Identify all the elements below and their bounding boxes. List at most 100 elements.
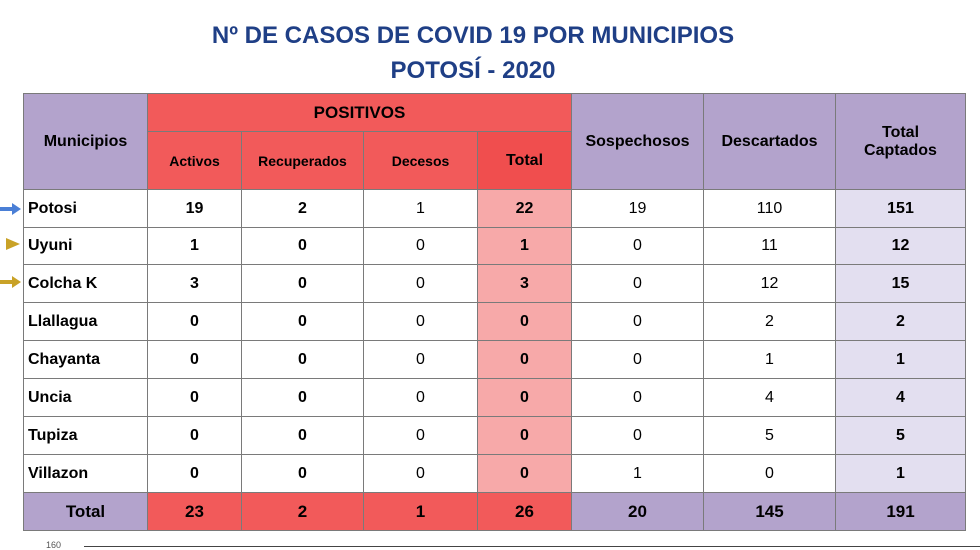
cell-sospechosos: 19 <box>571 189 704 228</box>
arrow-right-icon <box>0 275 21 289</box>
cell-municipio: Colcha K <box>23 264 148 303</box>
cell-municipio: Chayanta <box>23 340 148 379</box>
triangle-right-icon <box>2 237 22 251</box>
cell-municipio: Llallagua <box>23 302 148 341</box>
cell-recuperados: 0 <box>241 302 364 341</box>
cell-captados: 2 <box>835 302 966 341</box>
cell-descartados: 110 <box>703 189 836 228</box>
chart-fragment: 160 <box>0 538 980 550</box>
cell-captados: 151 <box>835 189 966 228</box>
cell-descartados: 11 <box>703 227 836 265</box>
cell-decesos: 1 <box>363 189 478 228</box>
page-subtitle: POTOSÍ - 2020 <box>390 57 556 84</box>
table-row: Chayanta 0 0 0 0 0 1 1 <box>23 340 966 379</box>
cell-total: 0 <box>477 454 572 493</box>
table-row: Uncia 0 0 0 0 0 4 4 <box>23 378 966 417</box>
totals-row: Total 23 2 1 26 20 145 191 <box>23 492 966 531</box>
totals-decesos: 1 <box>363 492 478 531</box>
table-body: Potosi 19 2 1 22 19 110 151 Uyuni 1 0 0 … <box>23 189 966 531</box>
totals-descartados: 145 <box>703 492 836 531</box>
cell-descartados: 0 <box>703 454 836 493</box>
cell-sospechosos: 0 <box>571 340 704 379</box>
cell-descartados: 5 <box>703 416 836 455</box>
cell-decesos: 0 <box>363 340 478 379</box>
header-activos: Activos <box>147 131 242 190</box>
table-row: Llallagua 0 0 0 0 0 2 2 <box>23 302 966 341</box>
totals-label: Total <box>23 492 148 531</box>
cell-descartados: 12 <box>703 264 836 303</box>
cell-captados: 4 <box>835 378 966 417</box>
cell-activos: 19 <box>147 189 242 228</box>
table-row: Villazon 0 0 0 0 1 0 1 <box>23 454 966 493</box>
header-total-captados: Total Captados <box>835 93 966 190</box>
table-row: Potosi 19 2 1 22 19 110 151 <box>23 189 966 228</box>
cell-captados: 5 <box>835 416 966 455</box>
cell-activos: 3 <box>147 264 242 303</box>
cell-sospechosos: 0 <box>571 416 704 455</box>
totals-activos: 23 <box>147 492 242 531</box>
header-total: Total <box>477 131 572 190</box>
cell-decesos: 0 <box>363 416 478 455</box>
cell-decesos: 0 <box>363 264 478 303</box>
cell-municipio: Uyuni <box>23 227 148 265</box>
cell-municipio: Tupiza <box>23 416 148 455</box>
cell-municipio: Potosi <box>23 189 148 228</box>
cell-decesos: 0 <box>363 454 478 493</box>
cell-sospechosos: 0 <box>571 264 704 303</box>
header-positivos: POSITIVOS <box>147 93 572 132</box>
cell-recuperados: 0 <box>241 378 364 417</box>
table-row: Uyuni 1 0 0 1 0 11 12 <box>23 227 966 265</box>
page-title: Nº DE CASOS DE COVID 19 POR MUNICIPIOS <box>211 22 735 49</box>
cell-total: 3 <box>477 264 572 303</box>
cell-captados: 12 <box>835 227 966 265</box>
chart-axis-line <box>84 546 980 547</box>
table-row: Colcha K 3 0 0 3 0 12 15 <box>23 264 966 303</box>
chart-tick-label: 160 <box>46 540 62 550</box>
totals-captados: 191 <box>835 492 966 531</box>
arrow-right-icon <box>0 202 21 216</box>
cell-decesos: 0 <box>363 227 478 265</box>
cell-recuperados: 0 <box>241 416 364 455</box>
cell-captados: 15 <box>835 264 966 303</box>
table-row: Tupiza 0 0 0 0 0 5 5 <box>23 416 966 455</box>
cell-recuperados: 0 <box>241 340 364 379</box>
totals-sospechosos: 20 <box>571 492 704 531</box>
totals-total: 26 <box>477 492 572 531</box>
cell-municipio: Uncia <box>23 378 148 417</box>
header-descartados: Descartados <box>703 93 836 190</box>
cell-decesos: 0 <box>363 378 478 417</box>
header-decesos: Decesos <box>363 131 478 190</box>
cell-descartados: 4 <box>703 378 836 417</box>
cell-sospechosos: 0 <box>571 302 704 341</box>
cell-sospechosos: 0 <box>571 378 704 417</box>
cell-recuperados: 0 <box>241 454 364 493</box>
cell-activos: 1 <box>147 227 242 265</box>
cell-total: 0 <box>477 378 572 417</box>
cell-total: 0 <box>477 340 572 379</box>
cell-total: 0 <box>477 416 572 455</box>
cell-activos: 0 <box>147 454 242 493</box>
cell-total: 0 <box>477 302 572 341</box>
cell-sospechosos: 1 <box>571 454 704 493</box>
covid-cases-table: Municipios POSITIVOS Sospechosos Descart… <box>23 93 966 531</box>
header-recuperados: Recuperados <box>241 131 364 190</box>
cell-total: 22 <box>477 189 572 228</box>
header-municipios: Municipios <box>23 93 148 190</box>
cell-recuperados: 0 <box>241 227 364 265</box>
header-sospechosos: Sospechosos <box>571 93 704 190</box>
cell-sospechosos: 0 <box>571 227 704 265</box>
cell-activos: 0 <box>147 416 242 455</box>
cell-recuperados: 0 <box>241 264 364 303</box>
cell-decesos: 0 <box>363 302 478 341</box>
cell-captados: 1 <box>835 454 966 493</box>
cell-descartados: 2 <box>703 302 836 341</box>
totals-recuperados: 2 <box>241 492 364 531</box>
cell-recuperados: 2 <box>241 189 364 228</box>
cell-total: 1 <box>477 227 572 265</box>
cell-captados: 1 <box>835 340 966 379</box>
cell-activos: 0 <box>147 378 242 417</box>
cell-municipio: Villazon <box>23 454 148 493</box>
cell-activos: 0 <box>147 340 242 379</box>
cell-descartados: 1 <box>703 340 836 379</box>
cell-activos: 0 <box>147 302 242 341</box>
